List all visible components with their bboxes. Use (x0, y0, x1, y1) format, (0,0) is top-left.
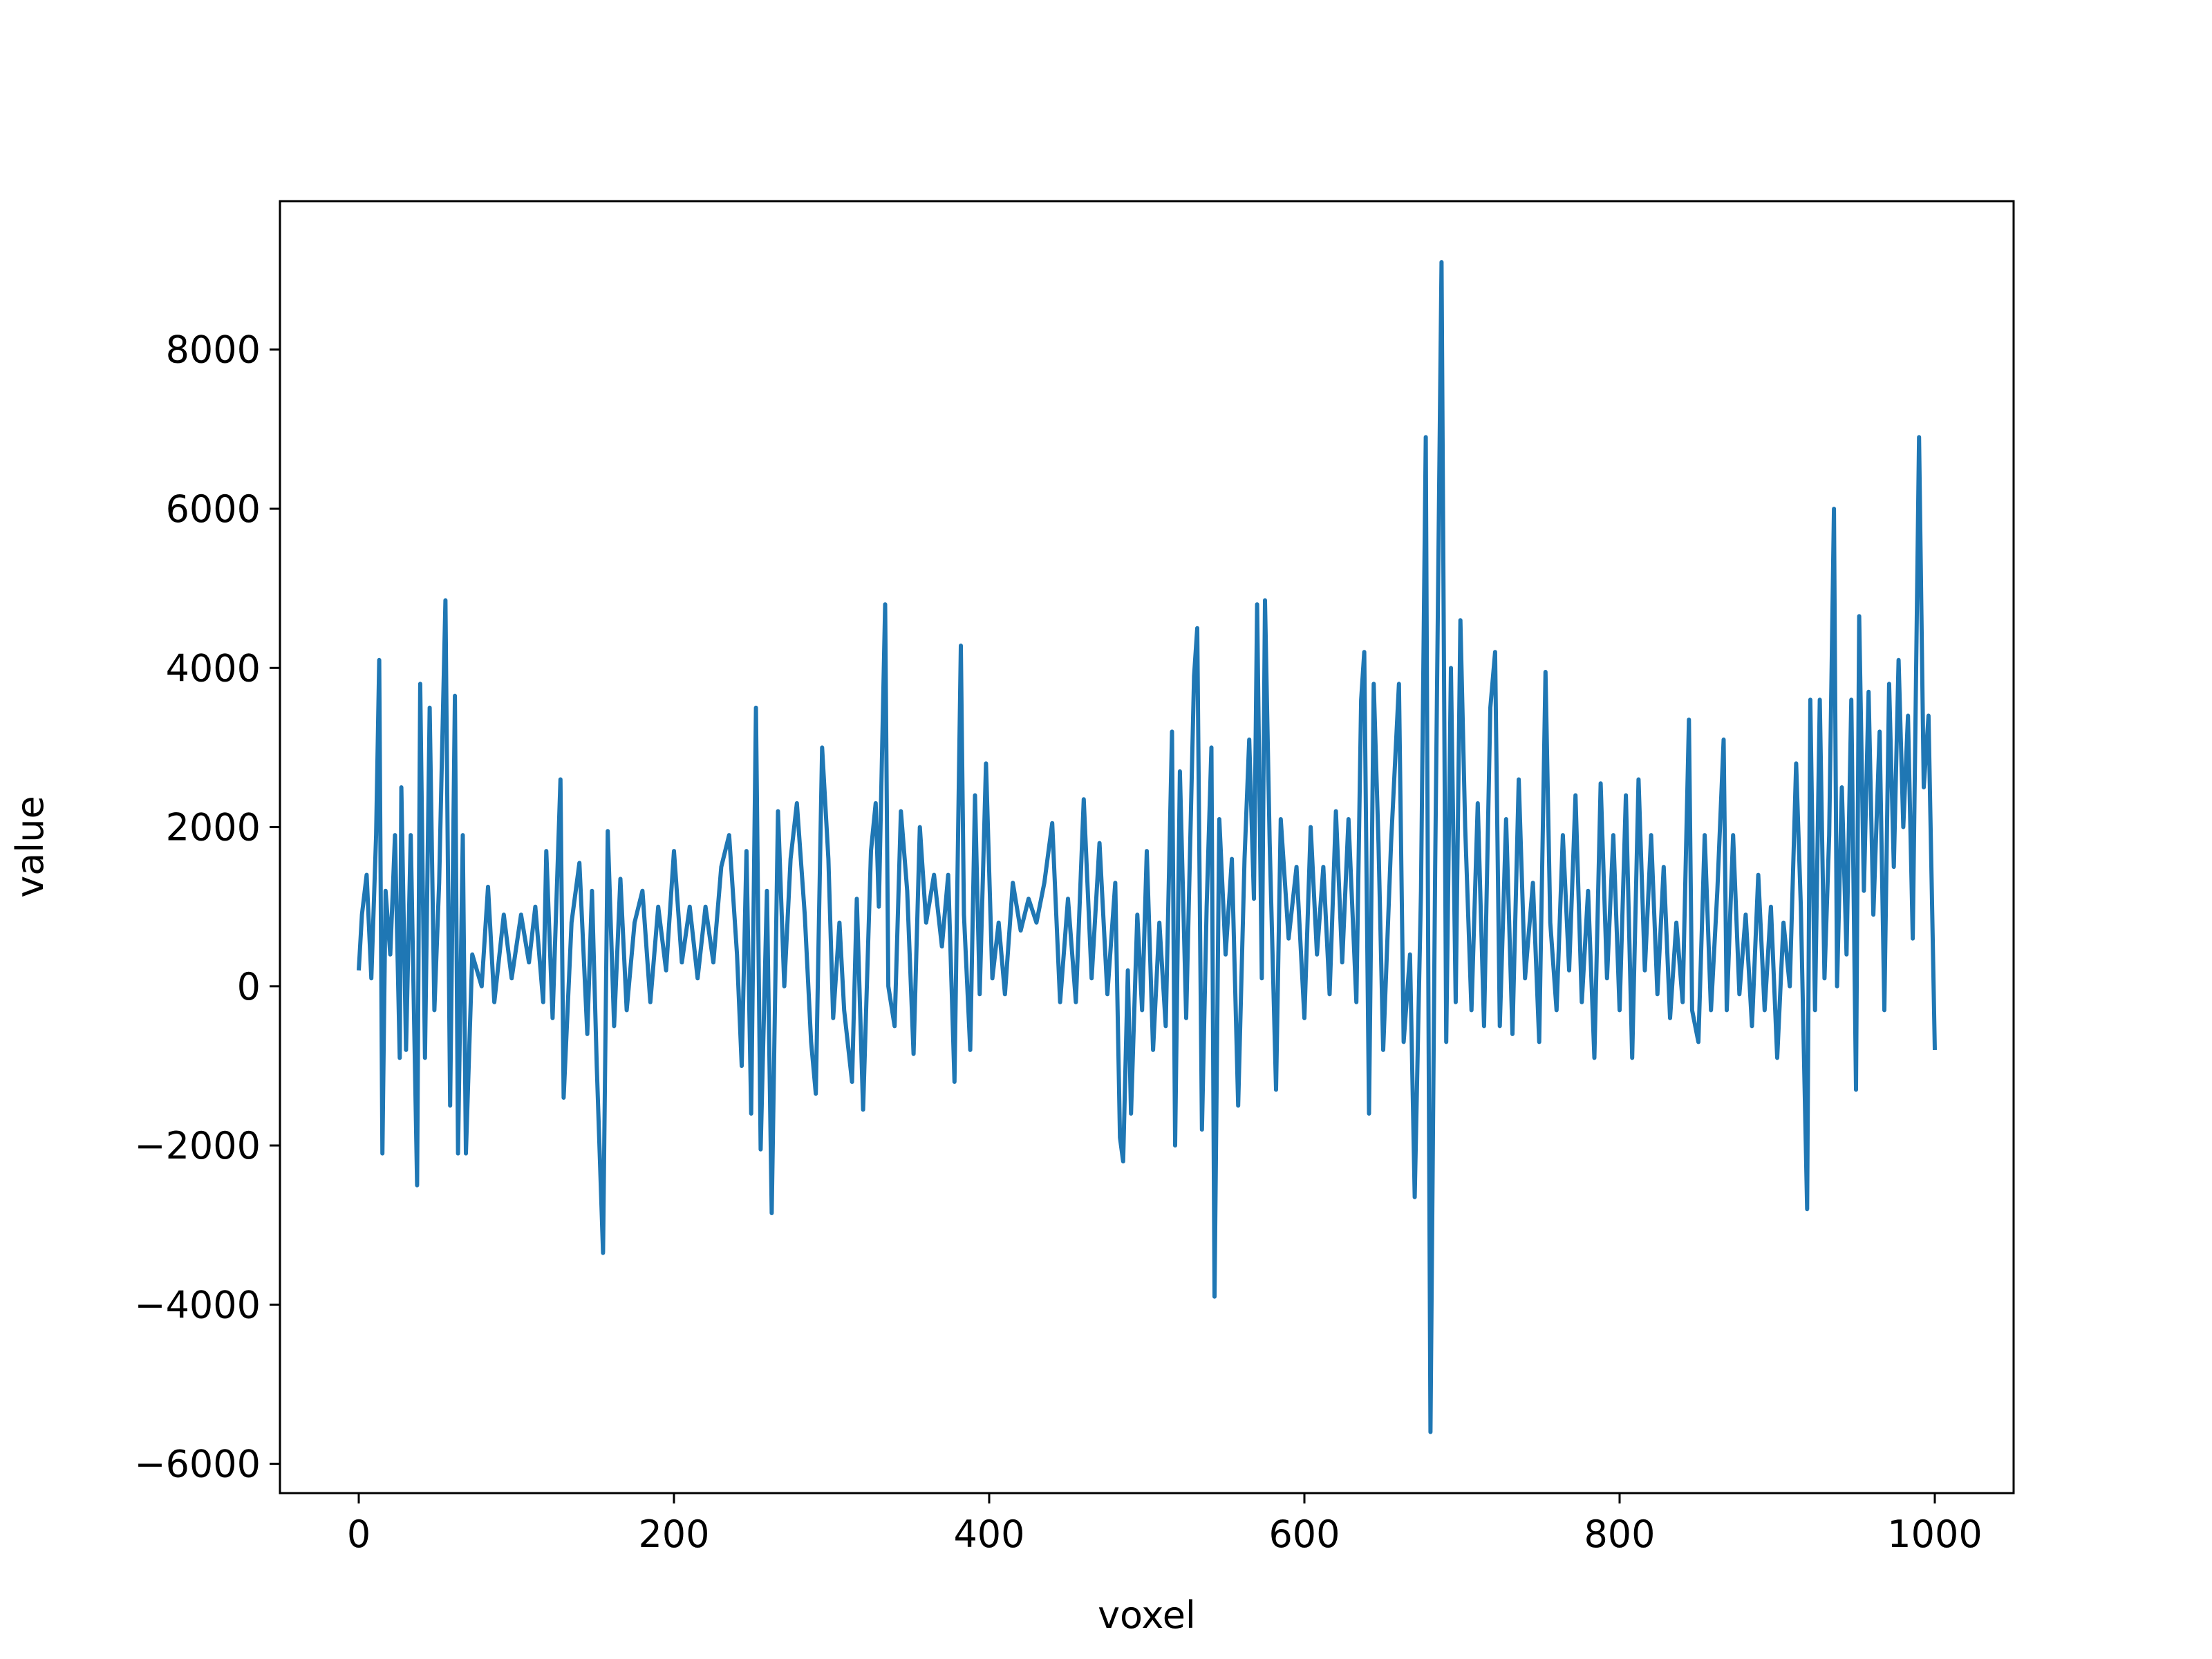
y-tick-label: 8000 (166, 328, 261, 372)
axes-frame (279, 200, 2015, 1494)
y-axis-label: value (8, 796, 52, 898)
x-tick-label: 800 (1584, 1512, 1655, 1556)
data-line (357, 260, 1937, 1434)
y-tick-label: −2000 (134, 1124, 261, 1168)
x-tick-label: 1000 (1887, 1512, 1982, 1556)
x-tick-label: 200 (638, 1512, 709, 1556)
x-tick-label: 0 (347, 1512, 371, 1556)
y-tick-label: 2000 (166, 806, 261, 850)
y-tick-label: 6000 (166, 487, 261, 531)
y-tick-label: −6000 (134, 1443, 261, 1486)
x-tick-label: 400 (953, 1512, 1024, 1556)
x-tick-label: 600 (1268, 1512, 1340, 1556)
y-tick-label: 0 (237, 965, 261, 1009)
x-axis-label: voxel (1098, 1593, 1196, 1637)
y-tick-label: −4000 (134, 1283, 261, 1327)
y-tick-label: 4000 (166, 646, 261, 690)
